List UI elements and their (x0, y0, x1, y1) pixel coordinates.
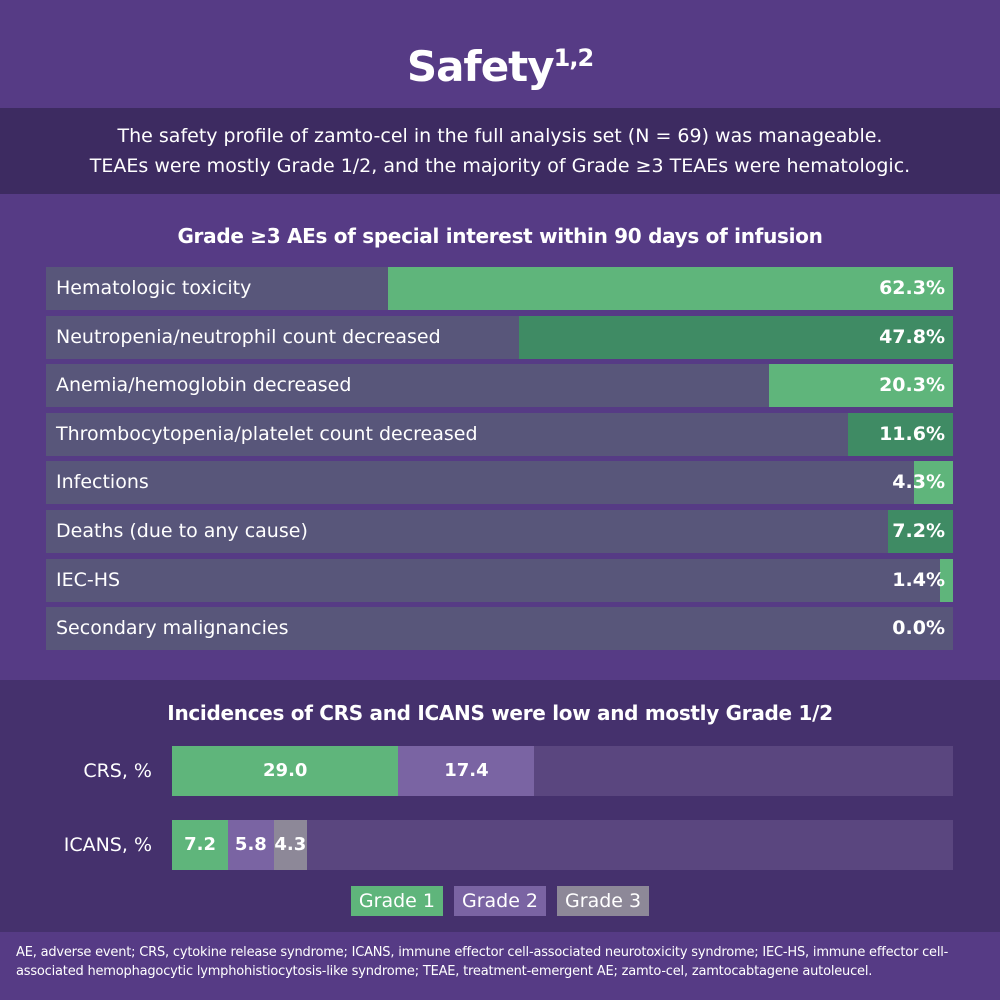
stacked-bar-segment: 5.8 (228, 820, 274, 870)
ae-bar-label: Hematologic toxicity (56, 277, 252, 299)
ae-bar-label: Anemia/hemoglobin decreased (56, 374, 352, 397)
stacked-bar-segment: 4.3 (273, 820, 308, 870)
ae-bar-value: 11.6% (879, 422, 945, 445)
stacked-bar-row: ICANS, % 7.2 5.8 4.3 (0, 820, 1000, 870)
summary-line: The safety profile of zamto-cel in the f… (117, 125, 883, 147)
summary-band: The safety profile of zamto-cel in the f… (0, 108, 1000, 194)
legend-item: Grade 2 (453, 886, 547, 916)
stacked-bar-label: CRS, % (83, 760, 152, 782)
ae-bar-row: Anemia/hemoglobin decreased 20.3% (46, 364, 953, 408)
ae-bar-fill (940, 558, 953, 602)
ae-bar-fill (887, 509, 953, 553)
ae-bar-value: 7.2% (892, 519, 945, 542)
ae-bar-row: Hematologic toxicity 62.3% (46, 267, 953, 310)
stacked-bar-segment: 17.4 (398, 746, 535, 796)
stacked-bar-segment: 29.0 (172, 746, 399, 796)
ae-bar-value: 20.3% (879, 374, 945, 397)
ae-bar-label: Infections (56, 471, 149, 494)
header: Safety1,2 (0, 0, 1000, 108)
footnote: AE, adverse event; CRS, cytokine release… (16, 945, 949, 979)
ae-bar-fill (768, 364, 953, 408)
ae-bar-label: Neutropenia/neutrophil count decreased (56, 325, 441, 348)
ae-bar-fill (387, 267, 953, 310)
ae-bar-label: Secondary malignancies (56, 617, 289, 640)
ae-bar-value: 62.3% (879, 277, 945, 299)
ae-bar-value: 47.8% (879, 325, 945, 348)
ae-bar-row: Neutropenia/neutrophil count decreased 47… (46, 315, 953, 359)
stacked-bar-row: CRS, % 29.0 17.4 (0, 746, 1000, 796)
stacked-bar-segment: 7.2 (172, 820, 229, 870)
ae-bar-row: Infections 4.3% (46, 461, 953, 505)
stacked-bar-track: 29.0 17.4 (172, 746, 953, 796)
ae-bar-row: IEC-HS 1.4% (46, 558, 953, 602)
ae-bar-row: Secondary malignancies 0.0% (46, 607, 953, 651)
ae-bar-fill (519, 315, 953, 359)
stacked-bar-track: 7.2 5.8 4.3 (172, 820, 953, 870)
ae-bar-label: Thrombocytopenia/platelet count decrease… (56, 422, 478, 445)
ae-bar-label: IEC-HS (56, 568, 121, 591)
title-superscript: 1,2 (553, 44, 595, 72)
stacked-bar-label: ICANS, % (63, 834, 152, 856)
ae-bar-value: 1.4% (892, 568, 945, 591)
crs-icans-chart: Incidences of CRS and ICANS were low and… (0, 680, 1000, 932)
page-title: Safety1,2 (0, 0, 1000, 91)
crs-chart-title: Incidences of CRS and ICANS were low and… (167, 701, 833, 725)
title-text: Safety (406, 42, 555, 91)
summary-line: TEAEs were mostly Grade 1/2, and the maj… (89, 155, 911, 177)
ae-bar-value: 0.0% (892, 617, 945, 640)
legend-item: Grade 3 (557, 886, 650, 916)
ae-chart: Grade ≥3 AEs of special interest within … (0, 194, 1000, 680)
ae-bar-value: 4.3% (892, 471, 945, 494)
ae-bar-fill (847, 412, 953, 456)
ae-bars: Hematologic toxicity 62.3% Neutropenia/neu… (46, 267, 953, 656)
ae-bar-fill (914, 461, 953, 505)
ae-bar-row: Deaths (due to any cause) 7.2% (46, 509, 953, 553)
ae-bar-row: Thrombocytopenia/platelet count decrease… (46, 412, 953, 456)
ae-bar-label: Deaths (due to any cause) (56, 519, 308, 542)
legend: Grade 1 Grade 2 Grade 3 (0, 886, 1000, 916)
legend-item: Grade 1 (350, 886, 443, 916)
ae-chart-title: Grade ≥3 AEs of special interest within … (177, 224, 823, 248)
